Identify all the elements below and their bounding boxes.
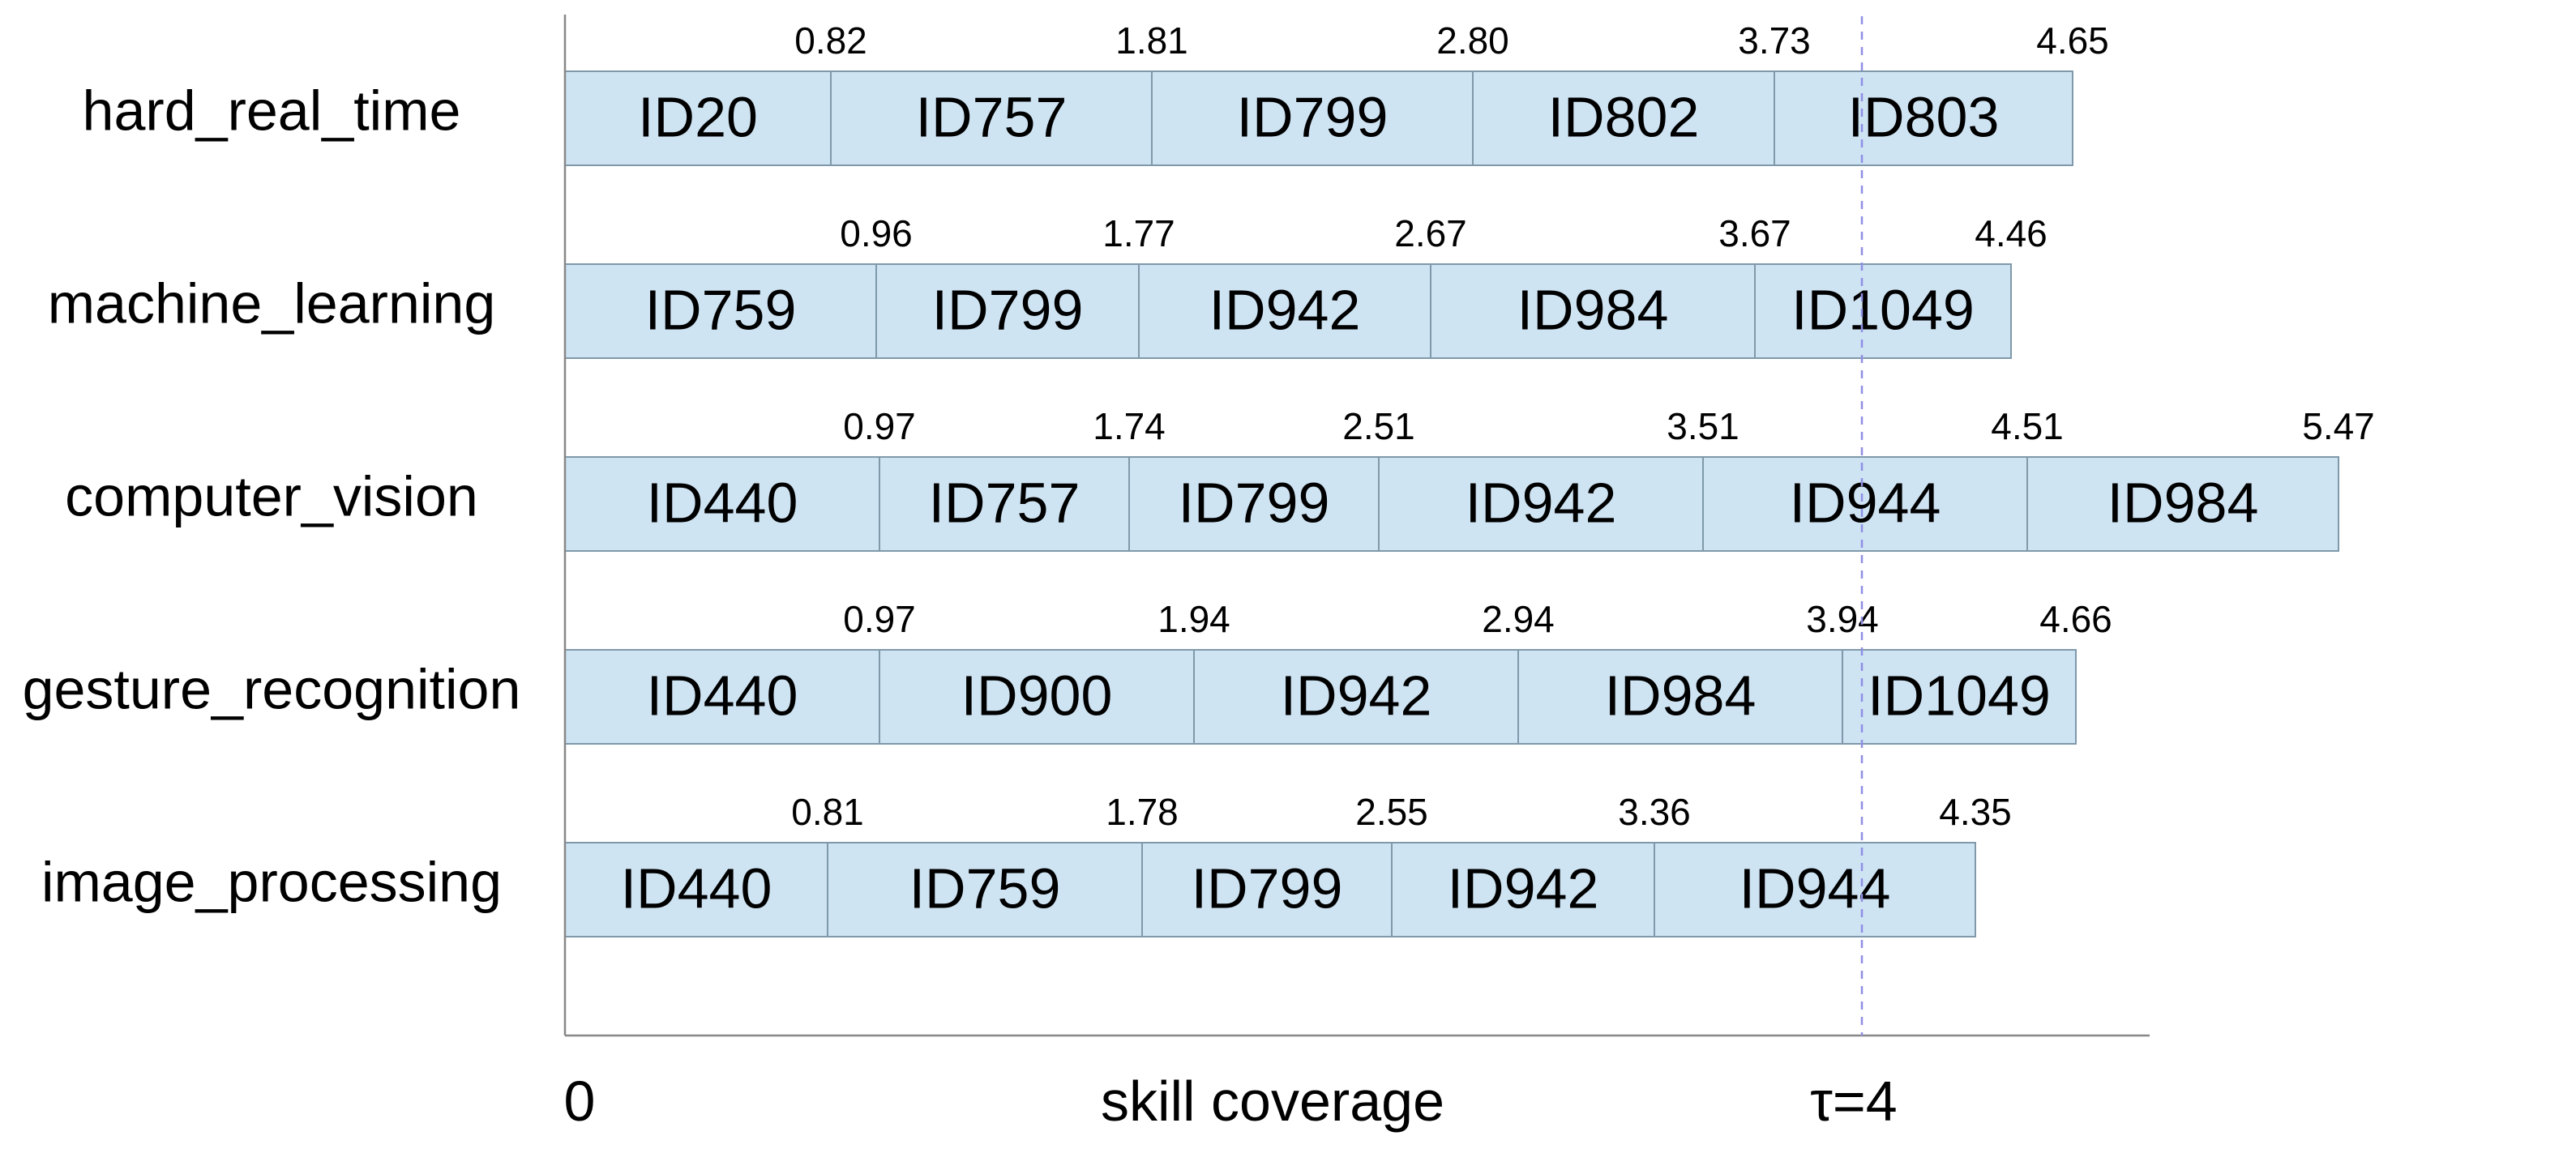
row-label: gesture_recognition bbox=[23, 657, 521, 720]
cumulative-value-label: 4.66 bbox=[2039, 598, 2112, 640]
bar-segment bbox=[1754, 263, 2012, 359]
cumulative-value-label: 1.81 bbox=[1115, 19, 1188, 62]
cumulative-value-label: 1.74 bbox=[1093, 405, 1166, 447]
segment-label: ID440 bbox=[647, 664, 798, 727]
bar-segment bbox=[827, 842, 1143, 937]
cumulative-value-label: 3.73 bbox=[1738, 19, 1811, 62]
bar-segment bbox=[1128, 456, 1380, 552]
cumulative-value-label: 0.81 bbox=[791, 791, 864, 833]
segment-label: ID900 bbox=[961, 664, 1113, 727]
cumulative-value-label: 3.67 bbox=[1718, 212, 1791, 254]
bar-segment bbox=[1702, 456, 2028, 552]
bar-segment bbox=[564, 649, 880, 745]
segment-label: ID944 bbox=[1790, 471, 1941, 534]
segment-label: ID944 bbox=[1739, 856, 1891, 920]
row-label: image_processing bbox=[41, 850, 502, 913]
bar-segment bbox=[1517, 649, 1843, 745]
x-origin-label: 0 bbox=[564, 1070, 596, 1133]
threshold-label: τ=4 bbox=[1810, 1070, 1897, 1133]
cumulative-value-label: 4.65 bbox=[2036, 19, 2109, 62]
cumulative-value-label: 0.97 bbox=[843, 598, 916, 640]
segment-label: ID799 bbox=[1192, 856, 1343, 920]
bar-segment bbox=[1654, 842, 1976, 937]
rows-layer: hard_real_time ID20 0.82 ID757 1.81 ID799 2.80… bbox=[23, 19, 2375, 937]
segment-label: ID802 bbox=[1548, 85, 1700, 148]
bar-segment bbox=[830, 70, 1153, 166]
cumulative-value-label: 2.94 bbox=[1482, 598, 1555, 640]
x-axis-label: skill coverage bbox=[1101, 1070, 1444, 1133]
cumulative-value-label: 2.51 bbox=[1342, 405, 1415, 447]
segment-label: ID942 bbox=[1466, 471, 1617, 534]
segment-label: ID942 bbox=[1281, 664, 1432, 727]
bar-segment bbox=[564, 70, 832, 166]
bar-segment bbox=[875, 263, 1140, 359]
bar-segment bbox=[564, 263, 877, 359]
cumulative-value-label: 3.36 bbox=[1618, 791, 1691, 833]
bar-segment bbox=[1842, 649, 2077, 745]
chart-row: hard_real_time ID20 0.82 ID757 1.81 ID799 2.80… bbox=[83, 19, 2109, 166]
segment-label: ID984 bbox=[2107, 471, 2259, 534]
segment-label: ID1049 bbox=[1868, 664, 2051, 727]
bar-segment bbox=[1151, 70, 1474, 166]
segment-label: ID759 bbox=[909, 856, 1061, 920]
bar-segment bbox=[1472, 70, 1775, 166]
segment-label: ID799 bbox=[1179, 471, 1330, 534]
bar-segment bbox=[1193, 649, 1519, 745]
cumulative-value-label: 3.94 bbox=[1806, 598, 1879, 640]
segment-label: ID984 bbox=[1605, 664, 1757, 727]
segment-label: ID799 bbox=[1237, 85, 1389, 148]
segment-label: ID1049 bbox=[1791, 278, 1975, 341]
cumulative-value-label: 4.35 bbox=[1939, 791, 2012, 833]
cumulative-value-label: 4.51 bbox=[1991, 405, 2064, 447]
bar-segment bbox=[2026, 456, 2339, 552]
cumulative-value-label: 0.96 bbox=[840, 212, 913, 254]
bar-segment bbox=[564, 842, 828, 937]
cumulative-value-label: 0.82 bbox=[794, 19, 867, 62]
cumulative-value-label: 3.51 bbox=[1667, 405, 1739, 447]
bar-segment bbox=[1430, 263, 1756, 359]
segment-label: ID440 bbox=[621, 856, 772, 920]
bar-segment bbox=[879, 456, 1130, 552]
cumulative-value-label: 5.47 bbox=[2302, 405, 2375, 447]
cumulative-value-label: 1.78 bbox=[1106, 791, 1179, 833]
cumulative-value-label: 2.67 bbox=[1394, 212, 1467, 254]
row-label: machine_learning bbox=[48, 271, 496, 335]
chart-row: computer_vision ID440 0.97 ID757 1.74 ID799 2.… bbox=[65, 405, 2375, 552]
segment-label: ID757 bbox=[929, 471, 1080, 534]
segment-label: ID984 bbox=[1517, 278, 1669, 341]
cumulative-value-label: 4.46 bbox=[1975, 212, 2048, 254]
chart-row: gesture_recognition ID440 0.97 ID900 1.94 ID9… bbox=[23, 598, 2112, 745]
segment-label: ID759 bbox=[645, 278, 797, 341]
segment-label: ID757 bbox=[916, 85, 1068, 148]
cumulative-value-label: 1.77 bbox=[1102, 212, 1175, 254]
chart-row: machine_learning ID759 0.96 ID799 1.77 ID942 2… bbox=[48, 212, 2048, 359]
bar-segment bbox=[1378, 456, 1704, 552]
bar-segment bbox=[1774, 70, 2073, 166]
bar-segment bbox=[1138, 263, 1431, 359]
row-label: hard_real_time bbox=[83, 79, 461, 142]
cumulative-value-label: 1.94 bbox=[1157, 598, 1230, 640]
segment-label: ID803 bbox=[1848, 85, 2000, 148]
cumulative-value-label: 2.80 bbox=[1436, 19, 1509, 62]
cumulative-value-label: 2.55 bbox=[1355, 791, 1428, 833]
segment-label: ID942 bbox=[1448, 856, 1599, 920]
bar-segment bbox=[879, 649, 1195, 745]
row-label: computer_vision bbox=[65, 464, 478, 527]
segment-label: ID20 bbox=[638, 85, 758, 148]
segment-label: ID799 bbox=[932, 278, 1084, 341]
chart-row: image_processing ID440 0.81 ID759 1.78 ID799 2… bbox=[41, 791, 2012, 937]
cumulative-value-label: 0.97 bbox=[843, 405, 916, 447]
segment-label: ID440 bbox=[647, 471, 798, 534]
segment-label: ID942 bbox=[1209, 278, 1361, 341]
bar-segment bbox=[1391, 842, 1655, 937]
